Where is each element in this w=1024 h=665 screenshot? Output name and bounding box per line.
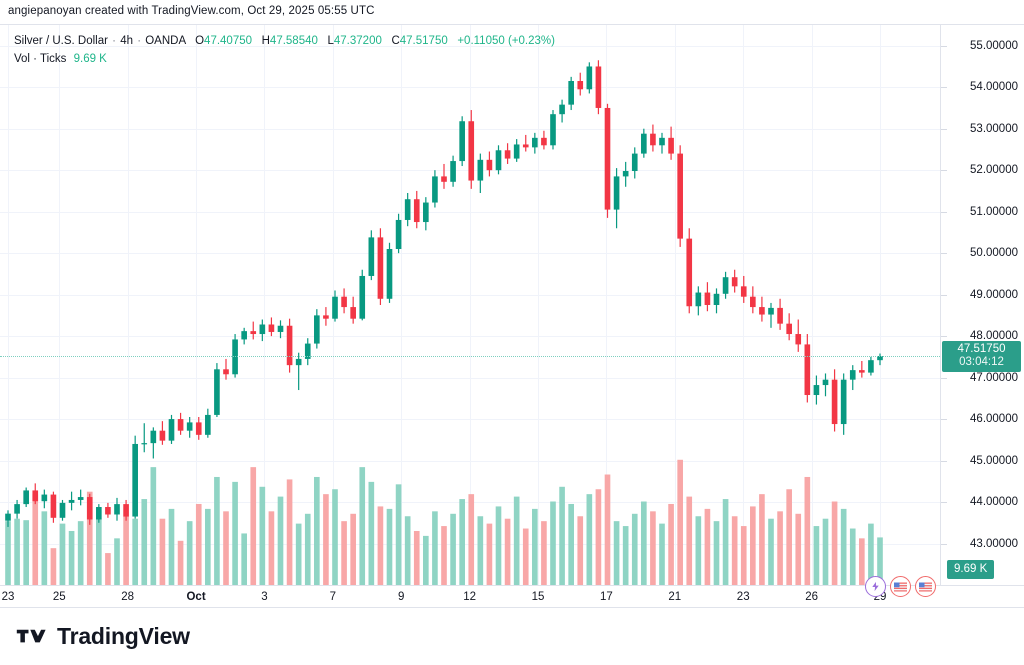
price-scale-tick (941, 502, 947, 503)
time-scale-label: 28 (121, 591, 135, 603)
price-scale[interactable]: 55.00000 54.00000 53.00000 52.00000 51.00000… (940, 25, 1024, 585)
time-scale-label: 12 (463, 591, 477, 603)
price-scale-tick (941, 129, 947, 130)
current-price-line (0, 356, 940, 358)
chart-plot-area[interactable] (0, 25, 940, 585)
price-scale-label: 51.00000 (970, 205, 1018, 218)
price-scale-label: 46.00000 (970, 413, 1018, 426)
price-scale-tick (941, 212, 947, 213)
price-scale-label: 54.00000 (970, 81, 1018, 94)
lightning-bolt-icon[interactable] (865, 576, 886, 597)
us-flag-icon[interactable] (890, 576, 911, 597)
time-scale-label: 7 (329, 591, 337, 603)
candlestick-series-canvas[interactable] (0, 25, 940, 585)
time-scale-label: 9 (398, 591, 405, 603)
tradingview-logo[interactable]: TradingView (16, 623, 190, 650)
price-scale-label: 55.00000 (970, 39, 1018, 52)
price-scale-label: 44.00000 (970, 496, 1018, 509)
time-scale-label: 15 (531, 591, 545, 603)
price-scale-label: 53.00000 (970, 122, 1018, 135)
time-scale-label: 23 (1, 591, 15, 603)
time-scale-label: 3 (261, 591, 268, 603)
price-scale-tick (941, 170, 947, 171)
corner-icon-group (865, 576, 936, 597)
price-scale-label: 47.00000 (970, 371, 1018, 384)
price-scale-tick (941, 295, 947, 296)
time-scale-label: 23 (736, 591, 750, 603)
time-scale-label: Oct (186, 591, 206, 603)
current-price-badge[interactable]: 47.51750 03:04:12 (942, 341, 1021, 373)
price-scale-tick (941, 253, 947, 254)
footer: TradingView (0, 608, 1024, 665)
time-scale-label: 25 (52, 591, 66, 603)
price-scale-label: 49.00000 (970, 288, 1018, 301)
chart-frame: Silver / U.S. Dollar · 4h · OANDA O47.40… (0, 24, 1024, 608)
current-price-value: 47.51750 (957, 343, 1006, 356)
us-flag-icon[interactable] (915, 576, 936, 597)
price-scale-tick (941, 378, 947, 379)
price-scale-label: 50.00000 (970, 247, 1018, 260)
time-scale-label: 26 (805, 591, 818, 603)
time-scale[interactable]: 23 25 28 Oct 3 7 9 12 15 17 21 23 26 29 (0, 585, 1024, 609)
price-scale-tick (941, 461, 947, 462)
tradingview-wordmark: TradingView (57, 623, 190, 649)
time-scale-label: 17 (600, 591, 613, 603)
price-scale-label: 52.00000 (970, 164, 1018, 177)
bar-countdown-timer: 03:04:12 (959, 356, 1004, 369)
price-scale-tick (941, 544, 947, 545)
price-scale-label: 45.00000 (970, 454, 1018, 467)
attribution-text: angiepanoyan created with TradingView.co… (8, 5, 375, 17)
time-scale-label: 21 (668, 591, 682, 603)
price-scale-tick (941, 46, 947, 47)
price-scale-tick (941, 336, 947, 337)
tradingview-mark-icon (16, 629, 46, 642)
price-scale-label: 43.00000 (970, 537, 1018, 550)
volume-badge: 9.69 K (947, 560, 995, 579)
price-scale-tick (941, 419, 947, 420)
price-scale-tick (941, 87, 947, 88)
price-scale-label: 48.00000 (970, 330, 1018, 343)
